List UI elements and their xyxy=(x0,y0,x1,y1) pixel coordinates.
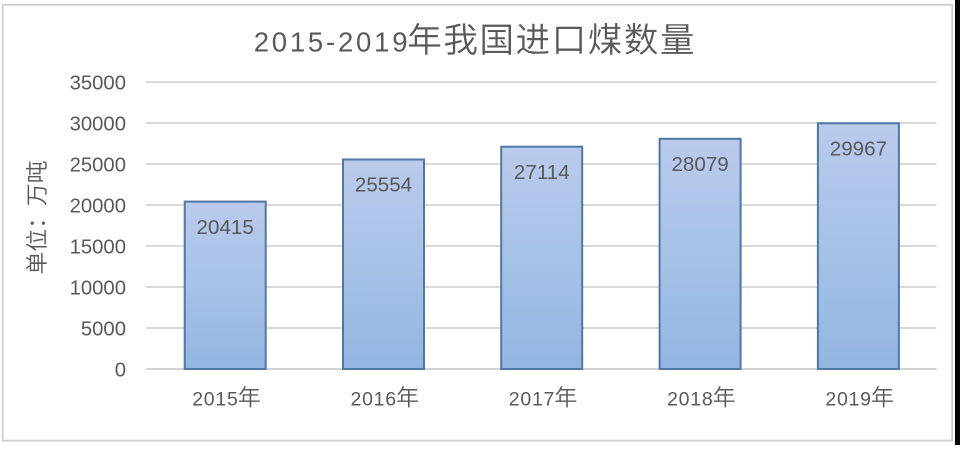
svg-text:15000: 15000 xyxy=(70,236,126,258)
svg-text:29967: 29967 xyxy=(830,138,887,161)
svg-text:2017: 2017 xyxy=(509,389,555,411)
svg-text:5000: 5000 xyxy=(81,318,126,340)
svg-text:2019: 2019 xyxy=(825,389,871,411)
svg-text:25554: 25554 xyxy=(355,174,412,197)
svg-text:20000: 20000 xyxy=(70,195,126,217)
svg-text:30000: 30000 xyxy=(70,113,126,135)
svg-text:20415: 20415 xyxy=(197,216,254,239)
svg-text:35000: 35000 xyxy=(70,72,126,94)
svg-text:2018: 2018 xyxy=(667,389,713,411)
svg-text:25000: 25000 xyxy=(70,154,126,176)
svg-text:2016: 2016 xyxy=(351,389,397,411)
svg-text:27114: 27114 xyxy=(514,161,570,184)
svg-text:2015: 2015 xyxy=(192,389,238,411)
svg-text:2015-2019: 2015-2019 xyxy=(254,27,408,58)
svg-text:10000: 10000 xyxy=(70,277,126,299)
svg-text:28079: 28079 xyxy=(671,153,728,176)
svg-text:0: 0 xyxy=(115,359,126,381)
